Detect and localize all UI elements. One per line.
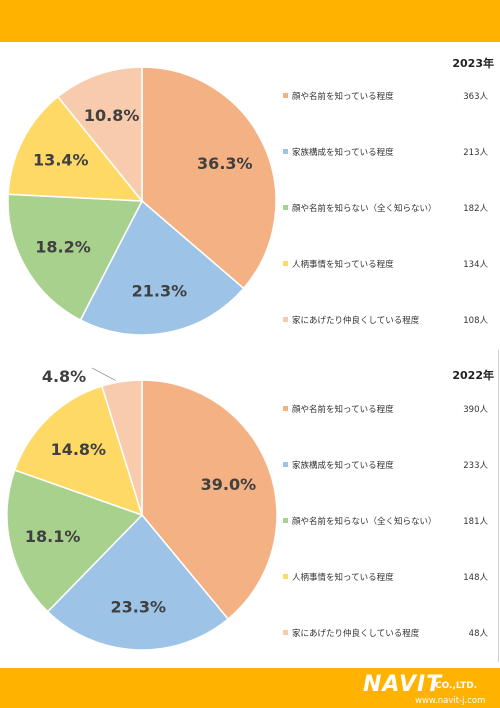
legend-2022-count-4: 48人 [468, 629, 488, 639]
pie-2022-slice-4 [100, 379, 143, 516]
legend-2023-label-0: 顔や名前を知っている程度 [292, 92, 394, 102]
legend-2022-item-0: 顔や名前を知っている程度 390人 [283, 403, 488, 417]
legend-2022-label-1: 家族構成を知っている程度 [292, 461, 394, 471]
legend-2022-count-1: 233人 [463, 461, 488, 471]
legend-2022-item-4: 家にあげたり仲良くしている程度 48人 [283, 627, 488, 641]
legend-2022-swatch-4 [283, 630, 288, 635]
legend-2022-count-0: 390人 [463, 405, 488, 415]
logo-suffix: CO.,LTD. [435, 681, 478, 691]
pie-2022-leader-line-4 [91, 367, 116, 381]
legend-2022-label-4: 家にあげたり仲良くしている程度 [292, 629, 420, 639]
legend-2023-swatch-3 [283, 261, 288, 266]
legend-2022-item-2: 顔や名前を知らない（全く知らない） 181人 [283, 515, 488, 529]
pie-2022-data-label-3: 14.8% [51, 440, 107, 459]
legend-2022-count-2: 181人 [463, 517, 488, 527]
legend-2023-count-1: 213人 [463, 148, 488, 158]
legend-2023-swatch-1 [283, 149, 288, 154]
pie-2022-data-label-1: 23.3% [110, 598, 166, 617]
legend-2023-item-1: 家族構成を知っている程度 213人 [283, 146, 488, 160]
pie-2022-slice-1 [46, 513, 230, 651]
pie-2023-data-label-1: 21.3% [132, 281, 188, 300]
legend-2023-item-3: 人柄事情を知っている程度 134人 [283, 258, 488, 272]
legend-2023-swatch-4 [283, 317, 288, 322]
pie-2022-data-label-2: 18.1% [25, 527, 81, 546]
legend-2023-label-4: 家にあげたり仲良くしている程度 [292, 316, 420, 326]
pie-2023-slice-4 [56, 66, 143, 204]
legend-2023-count-4: 108人 [463, 316, 488, 326]
pie-chart-2022: 39.0% 23.3% 18.1% 14.8% 4.8% [6, 367, 278, 651]
frame-rule [498, 350, 499, 662]
legend-2022-swatch-1 [283, 462, 288, 467]
legend-2023-count-2: 182人 [463, 204, 488, 214]
legend-2022-swatch-3 [283, 574, 288, 579]
legend-2023-label-2: 顔や名前を知らない（全く知らない） [292, 204, 437, 214]
legend-2023-count-3: 134人 [463, 260, 488, 270]
pie-2023-data-label-4: 10.8% [84, 106, 140, 125]
pie-2022-slice-2 [6, 469, 144, 613]
legend-2022-item-1: 家族構成を知っている程度 233人 [283, 459, 488, 473]
header-band [0, 0, 500, 42]
legend-2023-item-0: 顔や名前を知っている程度 363人 [283, 90, 488, 104]
company-logo: NAVIT CO.,LTD. www.navit-j.com [363, 672, 495, 706]
legend-2022-label-2: 顔や名前を知らない（全く知らない） [292, 517, 437, 527]
pie-2023-data-label-2: 18.2% [35, 237, 91, 256]
legend-2023-item-2: 顔や名前を知らない（全く知らない） 182人 [283, 202, 488, 216]
legend-2023-item-4: 家にあげたり仲良くしている程度 108人 [283, 314, 488, 328]
legend-2023-count-0: 363人 [463, 92, 488, 102]
legend-2023-label-1: 家族構成を知っている程度 [292, 148, 394, 158]
pie-chart-2023: 36.3% 21.3% 18.2% 13.4% 10.8% [7, 66, 277, 336]
pie-2022-data-label-0: 39.0% [201, 475, 257, 494]
pie-2022-slice-3 [13, 385, 144, 517]
logo-wordmark: NAVIT [363, 672, 443, 697]
legend-2022-swatch-2 [283, 518, 288, 523]
legend-2023-swatch-2 [283, 205, 288, 210]
legend-2022-item-3: 人柄事情を知っている程度 148人 [283, 571, 488, 585]
pie-2023-slice-0 [141, 66, 277, 290]
pie-2023-slice-2 [7, 193, 144, 322]
pie-2023-data-label-0: 36.3% [197, 154, 253, 173]
pie-2022-slice-0 [141, 379, 278, 621]
legend-2022-count-3: 148人 [463, 573, 488, 583]
chart-2023-title: 2023年 [452, 57, 494, 70]
pie-2023-data-label-3: 13.4% [33, 151, 89, 170]
pie-2023-slice-3 [7, 95, 144, 202]
legend-2023-swatch-0 [283, 93, 288, 98]
logo-url: www.navit-j.com [415, 696, 486, 706]
chart-2022-title: 2022年 [452, 369, 494, 382]
legend-2022-label-3: 人柄事情を知っている程度 [292, 573, 394, 583]
legend-2023-label-3: 人柄事情を知っている程度 [292, 260, 394, 270]
legend-2022-label-0: 顔や名前を知っている程度 [292, 405, 394, 415]
pie-2022-data-label-4: 4.8% [42, 367, 86, 386]
pie-2023-slice-1 [79, 199, 245, 336]
footer-band [0, 668, 500, 708]
legend-2022-swatch-0 [283, 406, 288, 411]
section-divider [0, 348, 500, 350]
